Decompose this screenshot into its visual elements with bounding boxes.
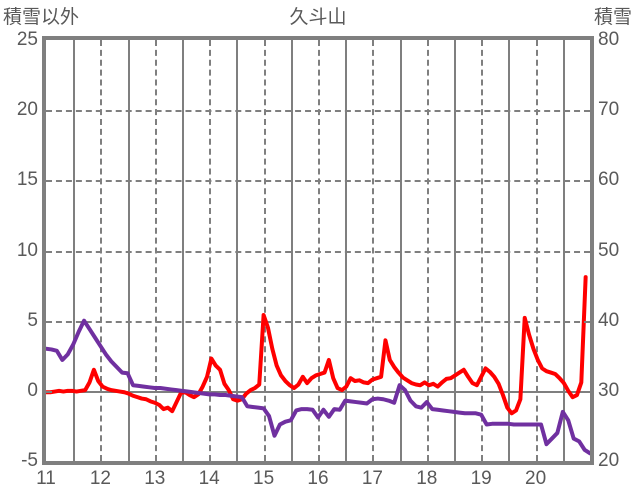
x-tick-mark <box>508 455 511 465</box>
y-axis-tick-label: 0 <box>27 379 38 401</box>
y2-tick-mark <box>584 250 594 253</box>
x-tick-mark-minor <box>318 455 320 462</box>
horizontal-gridline <box>46 110 590 113</box>
horizontal-gridline <box>46 180 590 183</box>
x-tick-mark-minor-top <box>426 36 429 43</box>
horizontal-gridline <box>46 320 590 323</box>
x-tick-mark <box>399 455 402 465</box>
x-tick-mark <box>236 455 239 465</box>
x-tick-mark-minor <box>481 455 484 462</box>
chart-title: 久斗山 <box>289 7 347 28</box>
x-tick-mark <box>73 455 76 465</box>
y2-axis-tick-label: 70 <box>598 99 620 121</box>
x-tick-mark-minor-top <box>154 36 157 43</box>
x-axis-tick-label: 19 <box>470 468 492 489</box>
x-axis-tick-label: 15 <box>253 468 275 489</box>
y-tick-mark <box>42 390 52 393</box>
y2-axis-tick-label: 60 <box>598 169 620 191</box>
x-tick-mark-minor-top <box>100 36 103 43</box>
x-tick-mark-minor <box>100 455 103 462</box>
x-tick-mark <box>290 455 293 465</box>
horizontal-gridline <box>46 250 590 253</box>
x-tick-mark-top <box>562 36 565 46</box>
x-tick-mark-minor-top <box>318 36 320 43</box>
y2-tick-mark <box>584 390 594 393</box>
x-tick-mark-top <box>290 36 293 46</box>
x-tick-mark <box>182 455 184 465</box>
y2-axis-tick-label: 50 <box>598 239 620 261</box>
y-axis-tick-label: 5 <box>27 309 38 331</box>
x-tick-mark-top <box>345 36 348 46</box>
x-tick-mark-minor-top <box>372 36 375 43</box>
x-axis-tick-label: 20 <box>525 468 547 489</box>
x-tick-mark-minor-top <box>535 36 538 43</box>
x-tick-mark-minor <box>263 455 266 462</box>
y-tick-mark <box>42 250 52 253</box>
x-tick-mark-top <box>454 36 456 46</box>
x-tick-mark-top <box>399 36 402 46</box>
plot-area <box>46 40 590 461</box>
x-axis-tick-label: 14 <box>198 468 220 489</box>
x-axis-tick-label: 18 <box>416 468 438 489</box>
x-tick-mark-minor-top <box>263 36 266 43</box>
right-axis-title: 積雪 <box>593 7 632 28</box>
x-tick-mark-top <box>182 36 184 46</box>
y2-axis-tick-label: 20 <box>598 450 620 471</box>
x-tick-mark <box>127 455 130 465</box>
y-tick-mark <box>42 180 52 183</box>
x-tick-mark-minor <box>209 455 212 462</box>
x-axis-tick-label: 16 <box>307 468 329 489</box>
x-tick-mark-minor <box>154 455 157 462</box>
y-tick-mark <box>42 110 52 113</box>
x-tick-mark-top <box>73 36 76 46</box>
y2-tick-mark <box>584 180 594 183</box>
x-axis-tick-label: 12 <box>89 468 111 489</box>
x-axis-tick-label: 13 <box>144 468 166 489</box>
y-axis-tick-label: -5 <box>21 450 38 471</box>
x-tick-mark <box>562 455 565 465</box>
x-tick-mark-minor-top <box>481 36 484 43</box>
x-tick-mark <box>345 455 348 465</box>
y2-tick-mark <box>584 110 594 113</box>
left-axis-title: 積雪以外 <box>3 7 80 28</box>
x-tick-mark-minor <box>535 455 538 462</box>
zero-line <box>46 390 590 393</box>
y-axis-tick-label: 10 <box>16 239 38 261</box>
x-tick-mark-minor <box>426 455 429 462</box>
y2-axis-tick-label: 30 <box>598 379 620 401</box>
y-axis-tick-label: 15 <box>16 169 38 191</box>
y-axis-tick-label: 20 <box>16 99 38 121</box>
x-axis-tick-label: 17 <box>361 468 383 489</box>
y-axis-tick-label: 25 <box>16 29 38 50</box>
y-tick-mark <box>42 320 52 323</box>
x-tick-mark-minor-top <box>209 36 212 43</box>
x-tick-mark-minor <box>372 455 375 462</box>
x-tick-mark-top <box>508 36 511 46</box>
y2-tick-mark <box>584 320 594 323</box>
x-tick-mark-top <box>127 36 130 46</box>
y2-axis-tick-label: 40 <box>598 309 620 331</box>
x-tick-mark <box>454 455 456 465</box>
x-axis-tick-label: 11 <box>36 468 56 489</box>
x-tick-mark-top <box>236 36 239 46</box>
y2-axis-tick-label: 80 <box>598 29 620 50</box>
